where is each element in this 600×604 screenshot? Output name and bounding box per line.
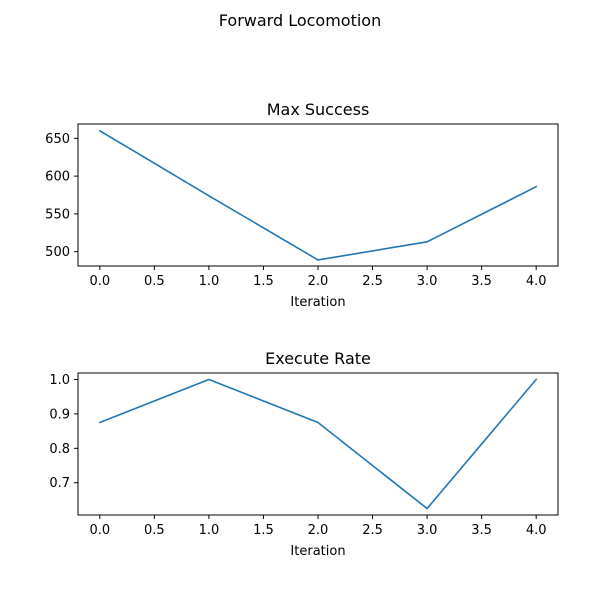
y-tick-label: 1.0	[49, 373, 70, 388]
x-tick-label: 2.0	[308, 274, 329, 289]
series-line	[100, 131, 536, 260]
series-line	[100, 379, 536, 508]
subplot-title: Execute Rate	[265, 349, 371, 368]
x-axis-label: Iteration	[290, 544, 345, 559]
x-tick-label: 3.0	[417, 274, 438, 289]
x-tick-label: 2.5	[362, 274, 383, 289]
subplot-execute-rate: Execute Rate 0.0 0.5 1.0 1.5 2.0 2.5 3.0 3.5 4.0 0…	[49, 349, 558, 559]
x-tick-label: 0.5	[144, 274, 165, 289]
x-tick-label: 2.5	[362, 523, 383, 538]
x-tick-label: 4.0	[526, 274, 547, 289]
y-tick-label: 0.9	[49, 407, 70, 422]
x-tick-label: 3.5	[471, 274, 492, 289]
x-tick-label: 4.0	[526, 523, 547, 538]
x-tick-label: 0.0	[89, 274, 110, 289]
x-tick-label: 1.0	[199, 523, 220, 538]
figure-suptitle: Forward Locomotion	[219, 11, 381, 30]
x-tick-label: 1.5	[253, 523, 274, 538]
y-tick-label: 0.8	[49, 442, 70, 457]
y-tick-label: 500	[45, 245, 70, 260]
subplot-max-success: Max Success 0.0 0.5 1.0 1.5 2.0 2.5 3.0 3.5 4.0 50…	[45, 100, 558, 310]
x-tick-label: 3.5	[471, 523, 492, 538]
y-tick-label: 0.7	[49, 476, 70, 491]
x-tick-label: 3.0	[417, 523, 438, 538]
x-tick-label: 2.0	[308, 523, 329, 538]
subplot-title: Max Success	[267, 100, 370, 119]
axes-frame	[78, 373, 558, 515]
x-tick-label: 1.5	[253, 274, 274, 289]
x-axis-label: Iteration	[290, 295, 345, 310]
y-tick-label: 550	[45, 207, 70, 222]
x-tick-label: 0.5	[144, 523, 165, 538]
x-tick-label: 1.0	[199, 274, 220, 289]
axes-frame	[78, 124, 558, 266]
y-tick-label: 600	[45, 170, 70, 185]
x-tick-label: 0.0	[89, 523, 110, 538]
y-tick-label: 650	[45, 132, 70, 147]
